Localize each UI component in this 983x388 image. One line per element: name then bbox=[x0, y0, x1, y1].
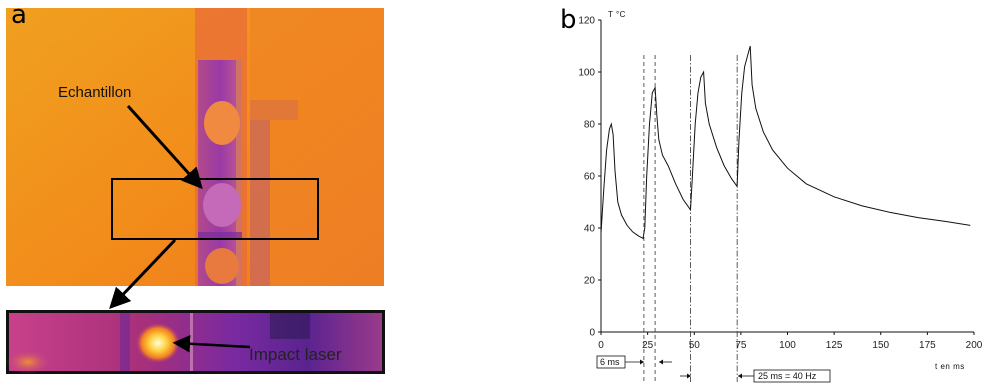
y-tick-label: 60 bbox=[584, 172, 596, 183]
chart-axes: 0 20 40 60 80 100 120 0 25 50 75 100 125 150 175 200 bbox=[578, 16, 982, 352]
x-axis-label: t en ms bbox=[935, 362, 965, 371]
x-tick-label: 50 bbox=[689, 340, 701, 351]
y-axis-label: T °C bbox=[608, 10, 626, 19]
thermal-figure: Echantillon Impact laser bbox=[6, 8, 385, 374]
panel-letter-b: b bbox=[560, 5, 577, 35]
annotation-period-text: 25 ms = 40 Hz bbox=[758, 371, 817, 381]
x-tick-label: 175 bbox=[919, 340, 936, 351]
hole-middle bbox=[203, 183, 241, 227]
annotation-pulse-width: 6 ms bbox=[596, 355, 672, 369]
chart-vlines bbox=[643, 55, 738, 382]
y-tick-label: 40 bbox=[584, 224, 596, 235]
impact-arrow bbox=[172, 335, 251, 353]
x-tick-label: 0 bbox=[598, 340, 604, 351]
hole-bottom bbox=[205, 248, 239, 284]
y-tick-label: 80 bbox=[584, 120, 596, 131]
y-tick-label: 20 bbox=[584, 276, 596, 287]
zoom-arrow bbox=[109, 238, 177, 310]
hole-top bbox=[204, 101, 240, 145]
label-echantillon: Echantillon bbox=[58, 84, 131, 101]
annotation-period: 25 ms = 40 Hz bbox=[680, 369, 831, 383]
x-tick-label: 125 bbox=[826, 340, 843, 351]
panel-letter-a: a bbox=[11, 0, 27, 30]
y-tick-label: 0 bbox=[589, 328, 595, 339]
label-impact-laser: Impact laser bbox=[249, 345, 342, 364]
sample-arrow bbox=[126, 104, 203, 190]
panel-b: b 0 20 40 60 80 100 120 0 25 50 75 100 125 150 175 200 … bbox=[560, 0, 983, 383]
thermal-image-bottom bbox=[6, 310, 385, 374]
temperature-chart: 0 20 40 60 80 100 120 0 25 50 75 100 125 150 175 200 T … bbox=[578, 10, 983, 383]
x-tick-label: 75 bbox=[735, 340, 747, 351]
x-tick-label: 150 bbox=[872, 340, 889, 351]
zoom-rectangle bbox=[111, 178, 319, 240]
x-tick-label: 200 bbox=[966, 340, 983, 351]
panel-a: Echantillon Impact laser a bbox=[0, 0, 400, 383]
x-tick-label: 25 bbox=[642, 340, 654, 351]
y-tick-label: 120 bbox=[578, 16, 595, 27]
temperature-series-line bbox=[600, 45, 971, 240]
annotation-pulse-width-text: 6 ms bbox=[600, 357, 620, 367]
thermal-image-top bbox=[6, 8, 384, 286]
y-tick-label: 100 bbox=[578, 68, 595, 79]
x-tick-label: 100 bbox=[779, 340, 796, 351]
laser-impact-spot bbox=[136, 323, 180, 363]
